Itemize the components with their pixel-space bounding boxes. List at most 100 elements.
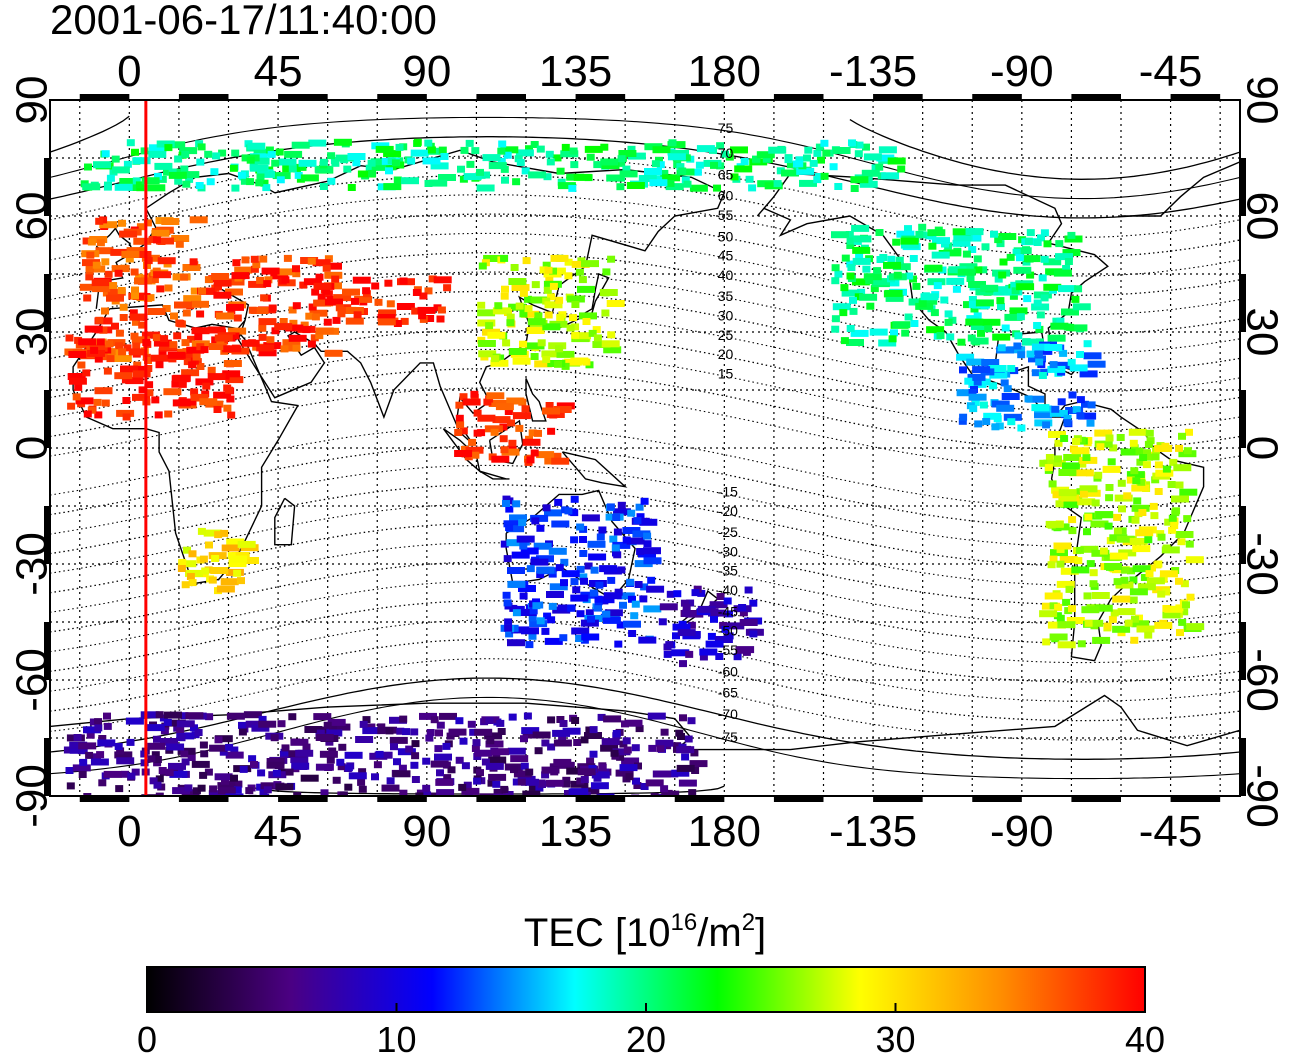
tec-pixel bbox=[862, 143, 870, 151]
tec-pixel bbox=[699, 648, 718, 656]
tec-pixel bbox=[776, 167, 785, 175]
tec-pixel bbox=[199, 398, 218, 406]
tec-pixel bbox=[436, 789, 455, 796]
tec-pixel bbox=[129, 309, 138, 317]
tec-pixel bbox=[966, 275, 975, 282]
left-axis-tick-label: 90 bbox=[8, 76, 57, 125]
tec-pixel bbox=[660, 169, 669, 177]
tec-pixel bbox=[555, 296, 564, 304]
tec-pixel bbox=[181, 581, 190, 589]
tec-pixel bbox=[716, 142, 725, 150]
tec-pixel bbox=[628, 630, 637, 637]
tec-pixel bbox=[110, 248, 129, 256]
tec-pixel bbox=[245, 787, 254, 795]
tec-pixel bbox=[459, 393, 468, 401]
tec-pixel bbox=[1140, 574, 1149, 581]
tec-pixel bbox=[567, 604, 576, 612]
tec-pixel bbox=[991, 423, 1000, 431]
contour-label: 60 bbox=[718, 188, 734, 204]
tec-pixel bbox=[486, 392, 505, 400]
tec-pixel bbox=[1036, 311, 1045, 319]
tec-pixel bbox=[691, 589, 700, 597]
frame-bar bbox=[44, 158, 50, 216]
tec-pixel bbox=[82, 183, 101, 191]
tec-pixel bbox=[423, 791, 432, 796]
tec-pixel bbox=[190, 287, 199, 295]
tec-pixel bbox=[144, 294, 153, 302]
tec-pixel bbox=[850, 185, 859, 192]
tec-pixel bbox=[1017, 351, 1026, 359]
tec-pixel bbox=[141, 331, 160, 339]
colorbar-tick-label: 0 bbox=[137, 1019, 157, 1057]
tec-pixel bbox=[1053, 269, 1072, 277]
tec-pixel bbox=[385, 167, 393, 175]
tec-pixel bbox=[1055, 240, 1064, 248]
tec-pixel bbox=[570, 536, 579, 544]
frame-bar bbox=[1240, 390, 1246, 448]
tec-pixel bbox=[82, 259, 100, 267]
tec-pixel bbox=[977, 329, 985, 337]
tec-pixel bbox=[749, 599, 758, 607]
tec-pixel bbox=[399, 789, 408, 796]
tec-pixel bbox=[238, 721, 246, 729]
tec-pixel bbox=[973, 312, 982, 320]
tec-pixel bbox=[982, 418, 991, 425]
tec-pixel bbox=[1145, 453, 1153, 461]
tec-pixel bbox=[548, 547, 567, 555]
tec-pixel bbox=[1099, 547, 1108, 555]
tec-pixel bbox=[547, 616, 556, 624]
tec-pixel bbox=[191, 327, 210, 335]
tec-pixel bbox=[490, 359, 509, 367]
tec-pixel bbox=[132, 342, 141, 350]
tec-pixel bbox=[360, 308, 368, 315]
tec-pixel bbox=[526, 327, 545, 334]
tec-pixel bbox=[915, 230, 924, 238]
tec-pixel bbox=[709, 601, 728, 609]
tec-pixel bbox=[549, 267, 557, 275]
tec-pixel bbox=[182, 180, 191, 188]
tec-pixel bbox=[1120, 448, 1139, 456]
tec-pixel bbox=[660, 728, 669, 736]
tec-pixel bbox=[570, 357, 589, 365]
tec-pixel bbox=[671, 769, 690, 777]
tec-pixel bbox=[1071, 447, 1090, 455]
tec-pixel bbox=[1164, 518, 1173, 526]
tec-pixel bbox=[692, 631, 701, 638]
tec-pixel bbox=[536, 145, 545, 153]
tec-pixel bbox=[1009, 307, 1028, 315]
tec-pixel bbox=[994, 236, 1003, 244]
tec-pixel bbox=[1082, 489, 1101, 497]
tec-pixel bbox=[510, 766, 518, 774]
tec-pixel bbox=[298, 159, 317, 167]
tec-pixel bbox=[66, 782, 75, 790]
contour-line bbox=[50, 310, 1240, 393]
tec-pixel bbox=[237, 540, 256, 548]
tec-pixel bbox=[535, 784, 544, 792]
tec-pixel bbox=[710, 161, 718, 169]
tec-pixel bbox=[1129, 576, 1138, 584]
tec-pixel bbox=[343, 165, 352, 173]
tec-pixel bbox=[715, 653, 724, 660]
tec-pixel bbox=[476, 168, 484, 176]
tec-pixel bbox=[650, 792, 659, 796]
tec-pixel bbox=[592, 326, 601, 334]
tec-pixel bbox=[371, 773, 379, 781]
tec-pixel bbox=[964, 377, 973, 385]
tec-pixel bbox=[103, 183, 112, 191]
tec-pixel bbox=[89, 344, 108, 352]
tec-pixel bbox=[497, 147, 506, 155]
tec-pixel bbox=[643, 557, 662, 565]
tec-pixel bbox=[500, 785, 509, 793]
tec-pixel bbox=[1175, 531, 1194, 538]
tec-pixel bbox=[283, 254, 292, 262]
tec-pixel bbox=[631, 600, 640, 608]
tec-pixel bbox=[829, 163, 838, 171]
tec-pixel bbox=[501, 176, 509, 184]
tec-pixel bbox=[1087, 401, 1096, 409]
tec-pixel bbox=[503, 555, 512, 563]
tec-pixel bbox=[1116, 535, 1135, 543]
tec-pixel bbox=[178, 560, 197, 568]
tec-pixel bbox=[1129, 596, 1138, 604]
tec-pixel bbox=[116, 409, 135, 417]
tec-pixel bbox=[1117, 479, 1126, 487]
